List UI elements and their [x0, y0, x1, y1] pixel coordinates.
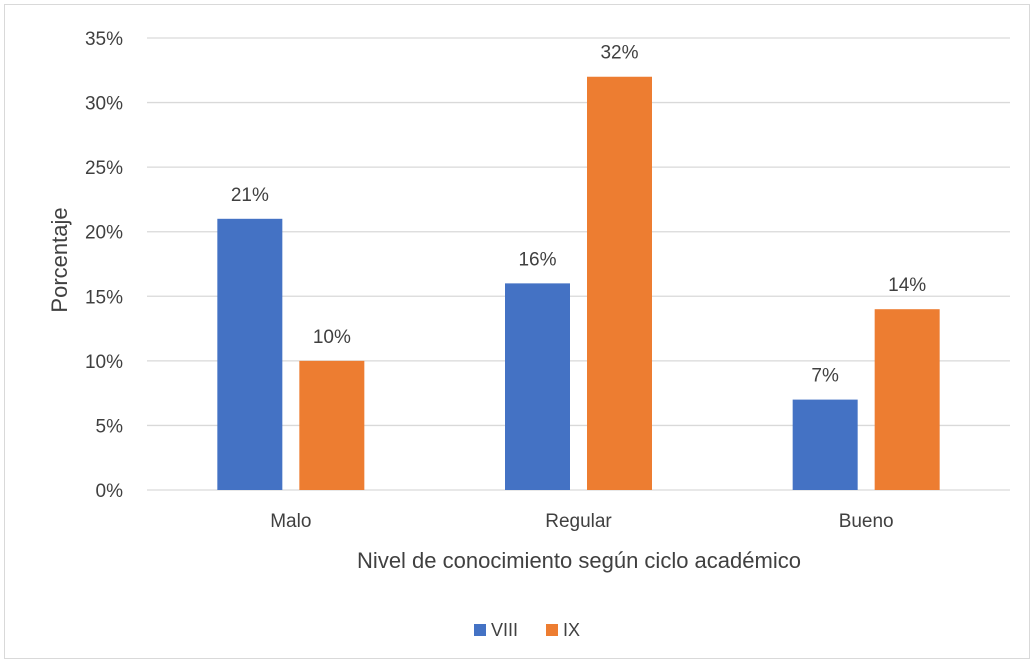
legend-swatch: [546, 624, 558, 636]
y-tick-label: 35%: [85, 29, 123, 50]
data-label: 10%: [313, 327, 351, 348]
x-tick-label: Malo: [270, 511, 311, 532]
legend: VIII IX: [474, 620, 580, 640]
x-axis-tick-labels: Malo Regular Bueno: [270, 511, 893, 532]
bar-ix-malo: [299, 360, 365, 490]
y-tick-label: 5%: [96, 416, 124, 437]
data-label: 16%: [518, 249, 556, 270]
y-tick-label: 0%: [96, 481, 124, 502]
x-axis-title: Nivel de conocimiento según ciclo académ…: [357, 548, 801, 573]
legend-label: IX: [563, 620, 580, 640]
bar-viii-malo: [217, 218, 283, 491]
data-label: 7%: [811, 366, 839, 387]
y-tick-label: 30%: [85, 94, 123, 115]
bar-ix-regular: [587, 76, 652, 490]
bars: [217, 76, 940, 491]
x-tick-label: Regular: [545, 511, 612, 532]
y-tick-label: 20%: [85, 223, 123, 244]
data-label: 14%: [888, 275, 926, 296]
y-tick-label: 15%: [85, 287, 123, 308]
data-label: 21%: [231, 185, 269, 206]
bar-viii-regular: [505, 283, 570, 490]
data-label: 32%: [600, 43, 638, 64]
bar-viii-bueno: [792, 399, 858, 490]
legend-label: VIII: [491, 620, 518, 640]
gridlines: [147, 37, 1010, 491]
legend-swatch: [474, 624, 486, 636]
x-tick-label: Bueno: [839, 511, 894, 532]
y-axis-title: Porcentaje: [47, 207, 72, 312]
y-tick-label: 25%: [85, 158, 123, 179]
y-axis-tick-labels: 0% 5% 10% 15% 20% 25% 30% 35%: [85, 29, 123, 502]
data-labels: 21% 10% 16% 32% 7% 14%: [231, 43, 926, 387]
y-tick-label: 10%: [85, 352, 123, 373]
bar-ix-bueno: [874, 309, 940, 490]
